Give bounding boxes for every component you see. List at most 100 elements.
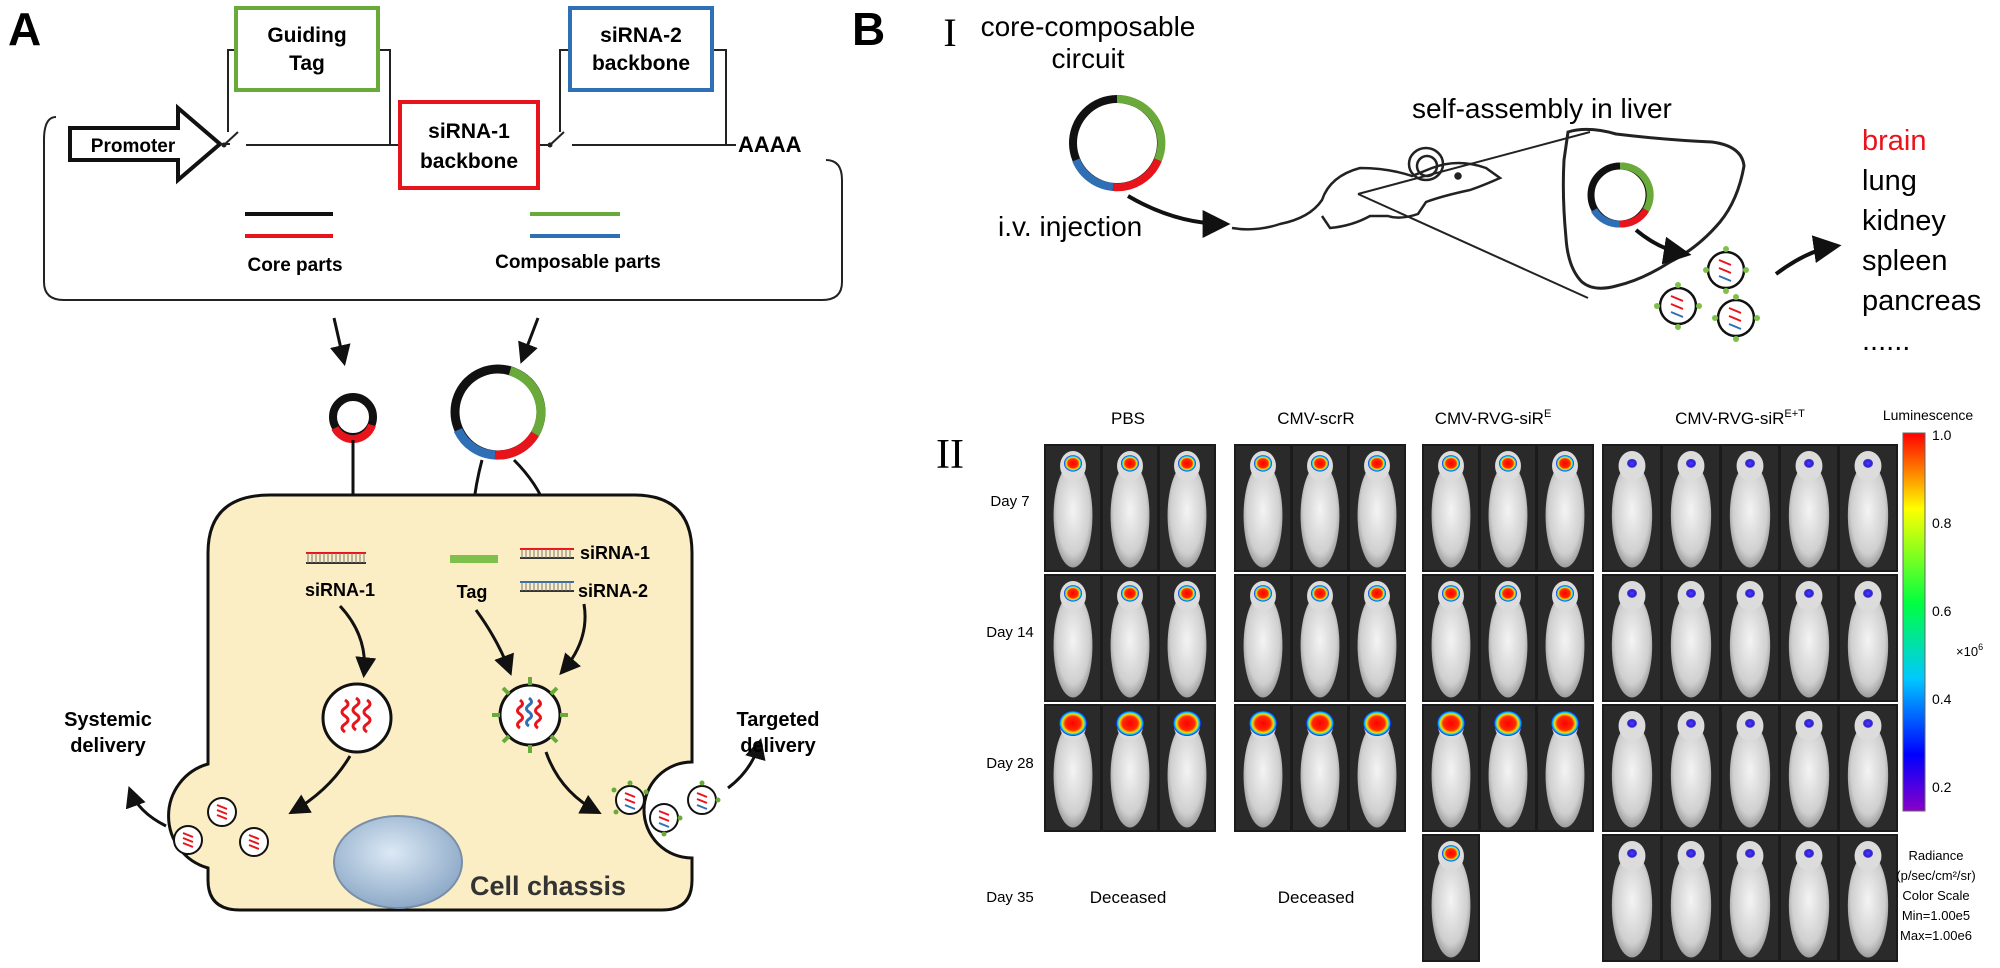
switch-2: [549, 131, 565, 146]
mouse-body: [1729, 593, 1771, 698]
cell-chassis-label: Cell chassis: [470, 871, 626, 901]
mouse-body: [1243, 593, 1283, 698]
group-header-pbs: PBS: [1111, 409, 1145, 428]
day-label-14: Day 14: [986, 624, 1034, 641]
mouse-body: [1611, 593, 1653, 698]
luminescence-signal: [1173, 710, 1201, 736]
luminescence-signal: [1368, 585, 1386, 602]
guiding-tag-box: [234, 6, 380, 92]
mouse-body: [1611, 723, 1653, 828]
mouse-body: [1053, 463, 1093, 568]
plasmid-outline: [43, 116, 843, 301]
group-header-cmv-scrr: CMV-scrR: [1277, 409, 1354, 428]
self-assembly-label: self-assembly in liver: [1412, 93, 1672, 124]
sirna2-duplex: [520, 581, 574, 592]
mouse-body: [1488, 463, 1528, 568]
luminescence-signal: [1064, 455, 1082, 472]
luminescence-signal: [1311, 455, 1329, 472]
organ-brain: brain: [1862, 125, 1927, 157]
mouse-body: [1357, 593, 1397, 698]
luminescence-signal: [1442, 845, 1460, 862]
guiding-tag-label: Guiding: [267, 24, 346, 47]
luminescence-signal: [1442, 455, 1460, 472]
luminescence-signal: [1627, 848, 1637, 858]
mouse-body: [1670, 853, 1712, 958]
core-plasmid: [329, 393, 377, 444]
mouse-body: [1300, 723, 1340, 828]
panel-b-letter: B: [852, 3, 885, 55]
colorbar-multiplier: ×106: [1956, 642, 1983, 659]
luminescence-signal: [1745, 588, 1755, 598]
luminescence-signal: [1178, 585, 1196, 602]
luminescence-signal: [1368, 455, 1386, 472]
luminescence-signal: [1311, 585, 1329, 602]
radiance-line-1: Radiance: [1909, 848, 1964, 863]
mouse-body: [1847, 593, 1889, 698]
mouse-body: [1110, 723, 1150, 828]
luminescence-signal: [1686, 848, 1696, 858]
day-label-7: Day 7: [990, 493, 1029, 510]
luminescence-signal: [1804, 848, 1814, 858]
mouse-body: [1110, 593, 1150, 698]
mouse-body: [1788, 593, 1830, 698]
section-i-numeral: I: [943, 10, 956, 55]
luminescence-signal: [1178, 455, 1196, 472]
mouse-body: [1053, 723, 1093, 828]
luminescence-signal: [1745, 458, 1755, 468]
mouse-body: [1788, 463, 1830, 568]
organ-spleen: spleen: [1862, 245, 1947, 277]
group-header-cmv-rvg-sire: CMV-RVG-siRE: [1435, 408, 1552, 428]
sirna1-duplex-left: [306, 552, 366, 564]
luminescence-signal: [1863, 848, 1873, 858]
mouse-body: [1545, 593, 1585, 698]
mouse-body: [1110, 463, 1150, 568]
luminescence-signal: [1499, 585, 1517, 602]
organ-lung: lung: [1862, 165, 1917, 197]
exosome-tagged: [492, 677, 568, 753]
mouse-body: [1167, 593, 1207, 698]
sirna2-backbone-label-2: backbone: [592, 52, 690, 75]
luminescence-signal: [1804, 458, 1814, 468]
imaging-grid: [1044, 444, 1898, 962]
radiance-legend: Radiance (p/sec/cm²/sr) Color Scale Min=…: [1896, 848, 1975, 943]
sirna1-label-left: siRNA-1: [305, 580, 375, 600]
mouse-body: [1488, 723, 1528, 828]
sirna2-label: siRNA-2: [578, 581, 648, 601]
switch-1: [223, 131, 239, 146]
group-header-cmv-rvg-sire-t: CMV-RVG-siRE+T: [1675, 408, 1805, 428]
colorbar-tick-0-4: 0.4: [1932, 691, 1952, 707]
mouse-body: [1300, 593, 1340, 698]
sirna1-backbone-label: siRNA-1: [428, 120, 510, 143]
luminescence-signal: [1551, 710, 1579, 736]
organ-pancreas: pancreas: [1862, 285, 1981, 317]
colorbar-tick-0-6: 0.6: [1932, 603, 1952, 619]
mouse-body: [1357, 723, 1397, 828]
luminescence-signal: [1363, 710, 1391, 736]
mouse-body: [1788, 723, 1830, 828]
mouse-drawing: [1231, 146, 1503, 231]
core-composable-plasmid: [450, 364, 546, 460]
radiance-line-4: Min=1.00e5: [1902, 908, 1970, 923]
section-ii-numeral: II: [936, 432, 964, 478]
exosomes-right: [611, 780, 721, 837]
luminescence-signal: [1116, 710, 1144, 736]
luminescence-signal: [1745, 718, 1755, 728]
mouse-body: [1300, 463, 1340, 568]
luminescence-signal: [1254, 455, 1272, 472]
exosome-core: [321, 682, 393, 754]
promoter-arrow: [68, 103, 224, 185]
luminescence-signal: [1437, 710, 1465, 736]
mouse-body: [1729, 463, 1771, 568]
luminescence-signal: [1686, 588, 1696, 598]
luminescence-signal: [1627, 458, 1637, 468]
luminescence-signal: [1863, 588, 1873, 598]
circuit-plasmid: [1069, 94, 1166, 192]
luminescence-signal: [1804, 718, 1814, 728]
organ-more: ......: [1862, 325, 1910, 357]
luminescence-signal: [1804, 588, 1814, 598]
mouse-body: [1611, 463, 1653, 568]
colorbar-tick-0-2: 0.2: [1932, 779, 1952, 795]
mouse-body: [1431, 463, 1471, 568]
day-label-35: Day 35: [986, 889, 1034, 906]
luminescence-signal: [1556, 585, 1574, 602]
